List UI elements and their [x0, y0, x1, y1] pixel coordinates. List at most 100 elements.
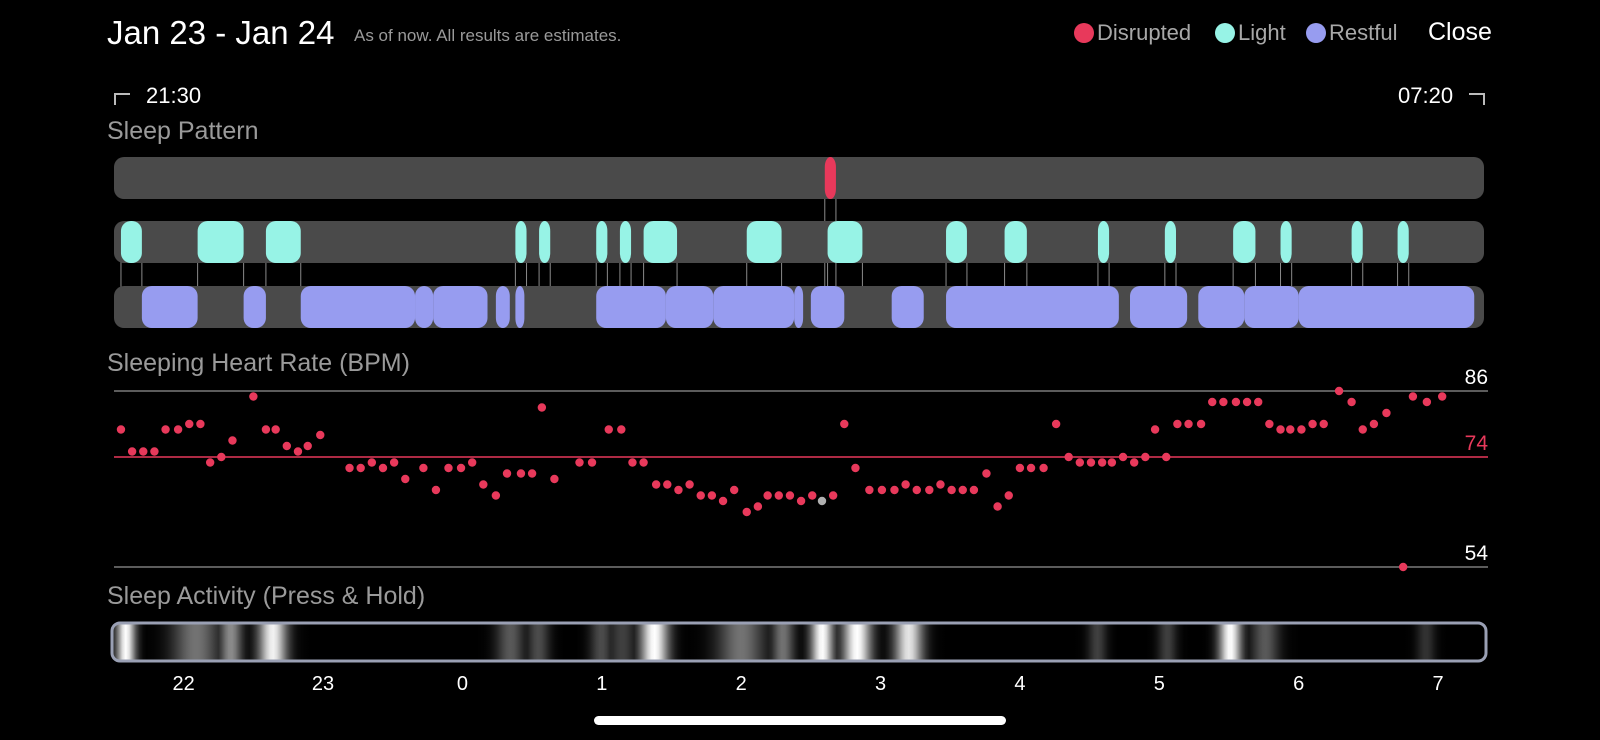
pattern-segment-restful [1244, 286, 1299, 328]
end-bracket-icon [1469, 93, 1486, 105]
heart-rate-point [316, 430, 325, 440]
activity-title: Sleep Activity (Press & Hold) [107, 582, 426, 610]
activity-bar[interactable] [110, 621, 1488, 663]
heart-rate-point [851, 463, 860, 473]
heart-rate-point [139, 447, 148, 456]
heart-rate-point [1075, 458, 1085, 467]
heart-rate-point [1051, 419, 1061, 429]
heart-rate-point [1086, 458, 1096, 467]
heart-rate-point [639, 458, 648, 467]
end-time-mark: 07:20 [1398, 83, 1486, 109]
heart-rate-point [456, 463, 466, 473]
heart-rate-point [367, 458, 377, 467]
legend-label-restful: Restful [1329, 20, 1398, 45]
heart-rate-point [205, 458, 215, 467]
start-time: 21:30 [146, 83, 202, 108]
heart-rate-point [173, 425, 183, 434]
heart-rate-point [1107, 458, 1117, 467]
heart-rate-point [389, 458, 399, 467]
legend-label-disrupted: Disrupted [1097, 20, 1192, 45]
heart-rate-title: Sleeping Heart Rate (BPM) [107, 349, 410, 377]
heart-rate-point [925, 485, 934, 495]
pattern-segment-light [1164, 221, 1176, 263]
sleep-pattern-chart [114, 157, 1484, 328]
pattern-segment-restful [1198, 286, 1245, 328]
time-axis-tick: 7 [1432, 673, 1443, 695]
reference-value-label: 86 [1465, 366, 1488, 389]
pattern-segment-restful [243, 286, 266, 328]
heart-rate-point [537, 403, 547, 412]
time-axis-tick: 22 [173, 673, 195, 695]
heart-rate-point [1286, 425, 1295, 434]
pattern-segment-restful [433, 286, 488, 328]
heart-rate-point [1118, 452, 1128, 462]
pattern-segment-restful [415, 286, 434, 328]
time-axis-tick: 1 [596, 673, 607, 695]
heart-rate-point [261, 425, 271, 434]
heart-rate-point [707, 491, 717, 500]
pattern-segment-light [265, 221, 301, 263]
pattern-segment-light [643, 221, 678, 263]
close-button[interactable]: Close [1428, 18, 1492, 46]
pattern-track-disrupted [114, 157, 1484, 199]
heart-rate-point [696, 491, 705, 500]
estimate-note: As of now. All results are estimates. [354, 26, 622, 45]
pattern-segment-light [1097, 221, 1110, 263]
heart-rate-point [982, 469, 991, 478]
heart-rate-point [293, 447, 303, 456]
heart-rate-point [890, 485, 899, 495]
heart-rate-point [718, 496, 728, 506]
time-axis-tick: 4 [1014, 673, 1025, 695]
heart-rate-point [419, 463, 428, 473]
time-axis-tick: 5 [1154, 673, 1165, 695]
heart-rate-point [1015, 463, 1025, 473]
heart-rate-point [1265, 419, 1274, 429]
pattern-segment-light [1397, 221, 1409, 263]
heart-rate-point [1408, 392, 1418, 401]
heart-rate-point [628, 458, 637, 467]
heart-rate-point [1064, 452, 1073, 462]
heart-rate-point [958, 485, 967, 495]
legend-dot-light [1215, 23, 1235, 43]
heart-rate-point [271, 425, 280, 434]
heart-rate-point [1196, 419, 1206, 429]
time-axis-tick: 2 [736, 673, 747, 695]
sleep-activity-chart[interactable] [110, 621, 1488, 663]
home-indicator[interactable] [594, 716, 1006, 725]
heart-rate-point [1358, 425, 1367, 434]
heart-rate-point [1437, 392, 1447, 401]
end-time: 07:20 [1398, 83, 1454, 108]
heart-rate-point [865, 485, 874, 495]
pattern-segment-restful [665, 286, 714, 328]
heart-rate-point [1297, 425, 1306, 434]
heart-rate-point [196, 419, 205, 429]
pattern-segment-light [746, 221, 782, 263]
pattern-segment-light [827, 221, 863, 263]
pattern-segment-restful [891, 286, 924, 328]
time-axis-tick: 3 [875, 673, 886, 695]
start-bracket-icon [114, 93, 130, 105]
heart-rate-point [729, 485, 739, 495]
heart-rate-point [912, 485, 921, 495]
heart-rate-point [431, 485, 441, 495]
heart-rate-point [1129, 458, 1139, 467]
heart-rate-point [575, 458, 584, 467]
heart-rate-point [1334, 386, 1344, 396]
heart-rate-point [303, 441, 312, 451]
legend-dot-restful [1306, 23, 1326, 43]
heart-rate-point [249, 392, 258, 401]
heart-rate-point [1026, 463, 1036, 473]
legend-dot-disrupted [1074, 23, 1094, 43]
pattern-segment-restful [495, 286, 510, 328]
pattern-track-light [114, 221, 1484, 263]
heart-rate-point [127, 447, 137, 456]
pattern-segment-restful [810, 286, 845, 328]
reference-value-label: 54 [1465, 542, 1489, 565]
time-axis-tick: 0 [457, 673, 468, 695]
heart-rate-point [1208, 397, 1217, 407]
heart-rate-point [828, 491, 838, 500]
heart-rate-point-selected [817, 496, 827, 506]
heart-rate-point [840, 419, 849, 429]
heart-rate-point [763, 491, 772, 500]
heart-rate-point [1150, 425, 1160, 434]
